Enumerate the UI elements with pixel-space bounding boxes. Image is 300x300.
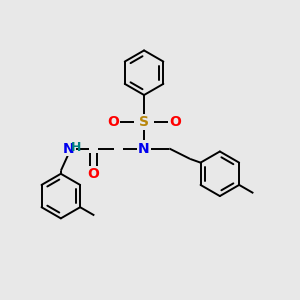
Text: O: O	[169, 115, 181, 129]
Text: N: N	[138, 142, 150, 155]
Text: O: O	[107, 115, 119, 129]
Text: O: O	[88, 167, 100, 181]
Text: N: N	[62, 142, 74, 155]
Text: H: H	[71, 141, 82, 154]
Text: S: S	[139, 115, 149, 129]
